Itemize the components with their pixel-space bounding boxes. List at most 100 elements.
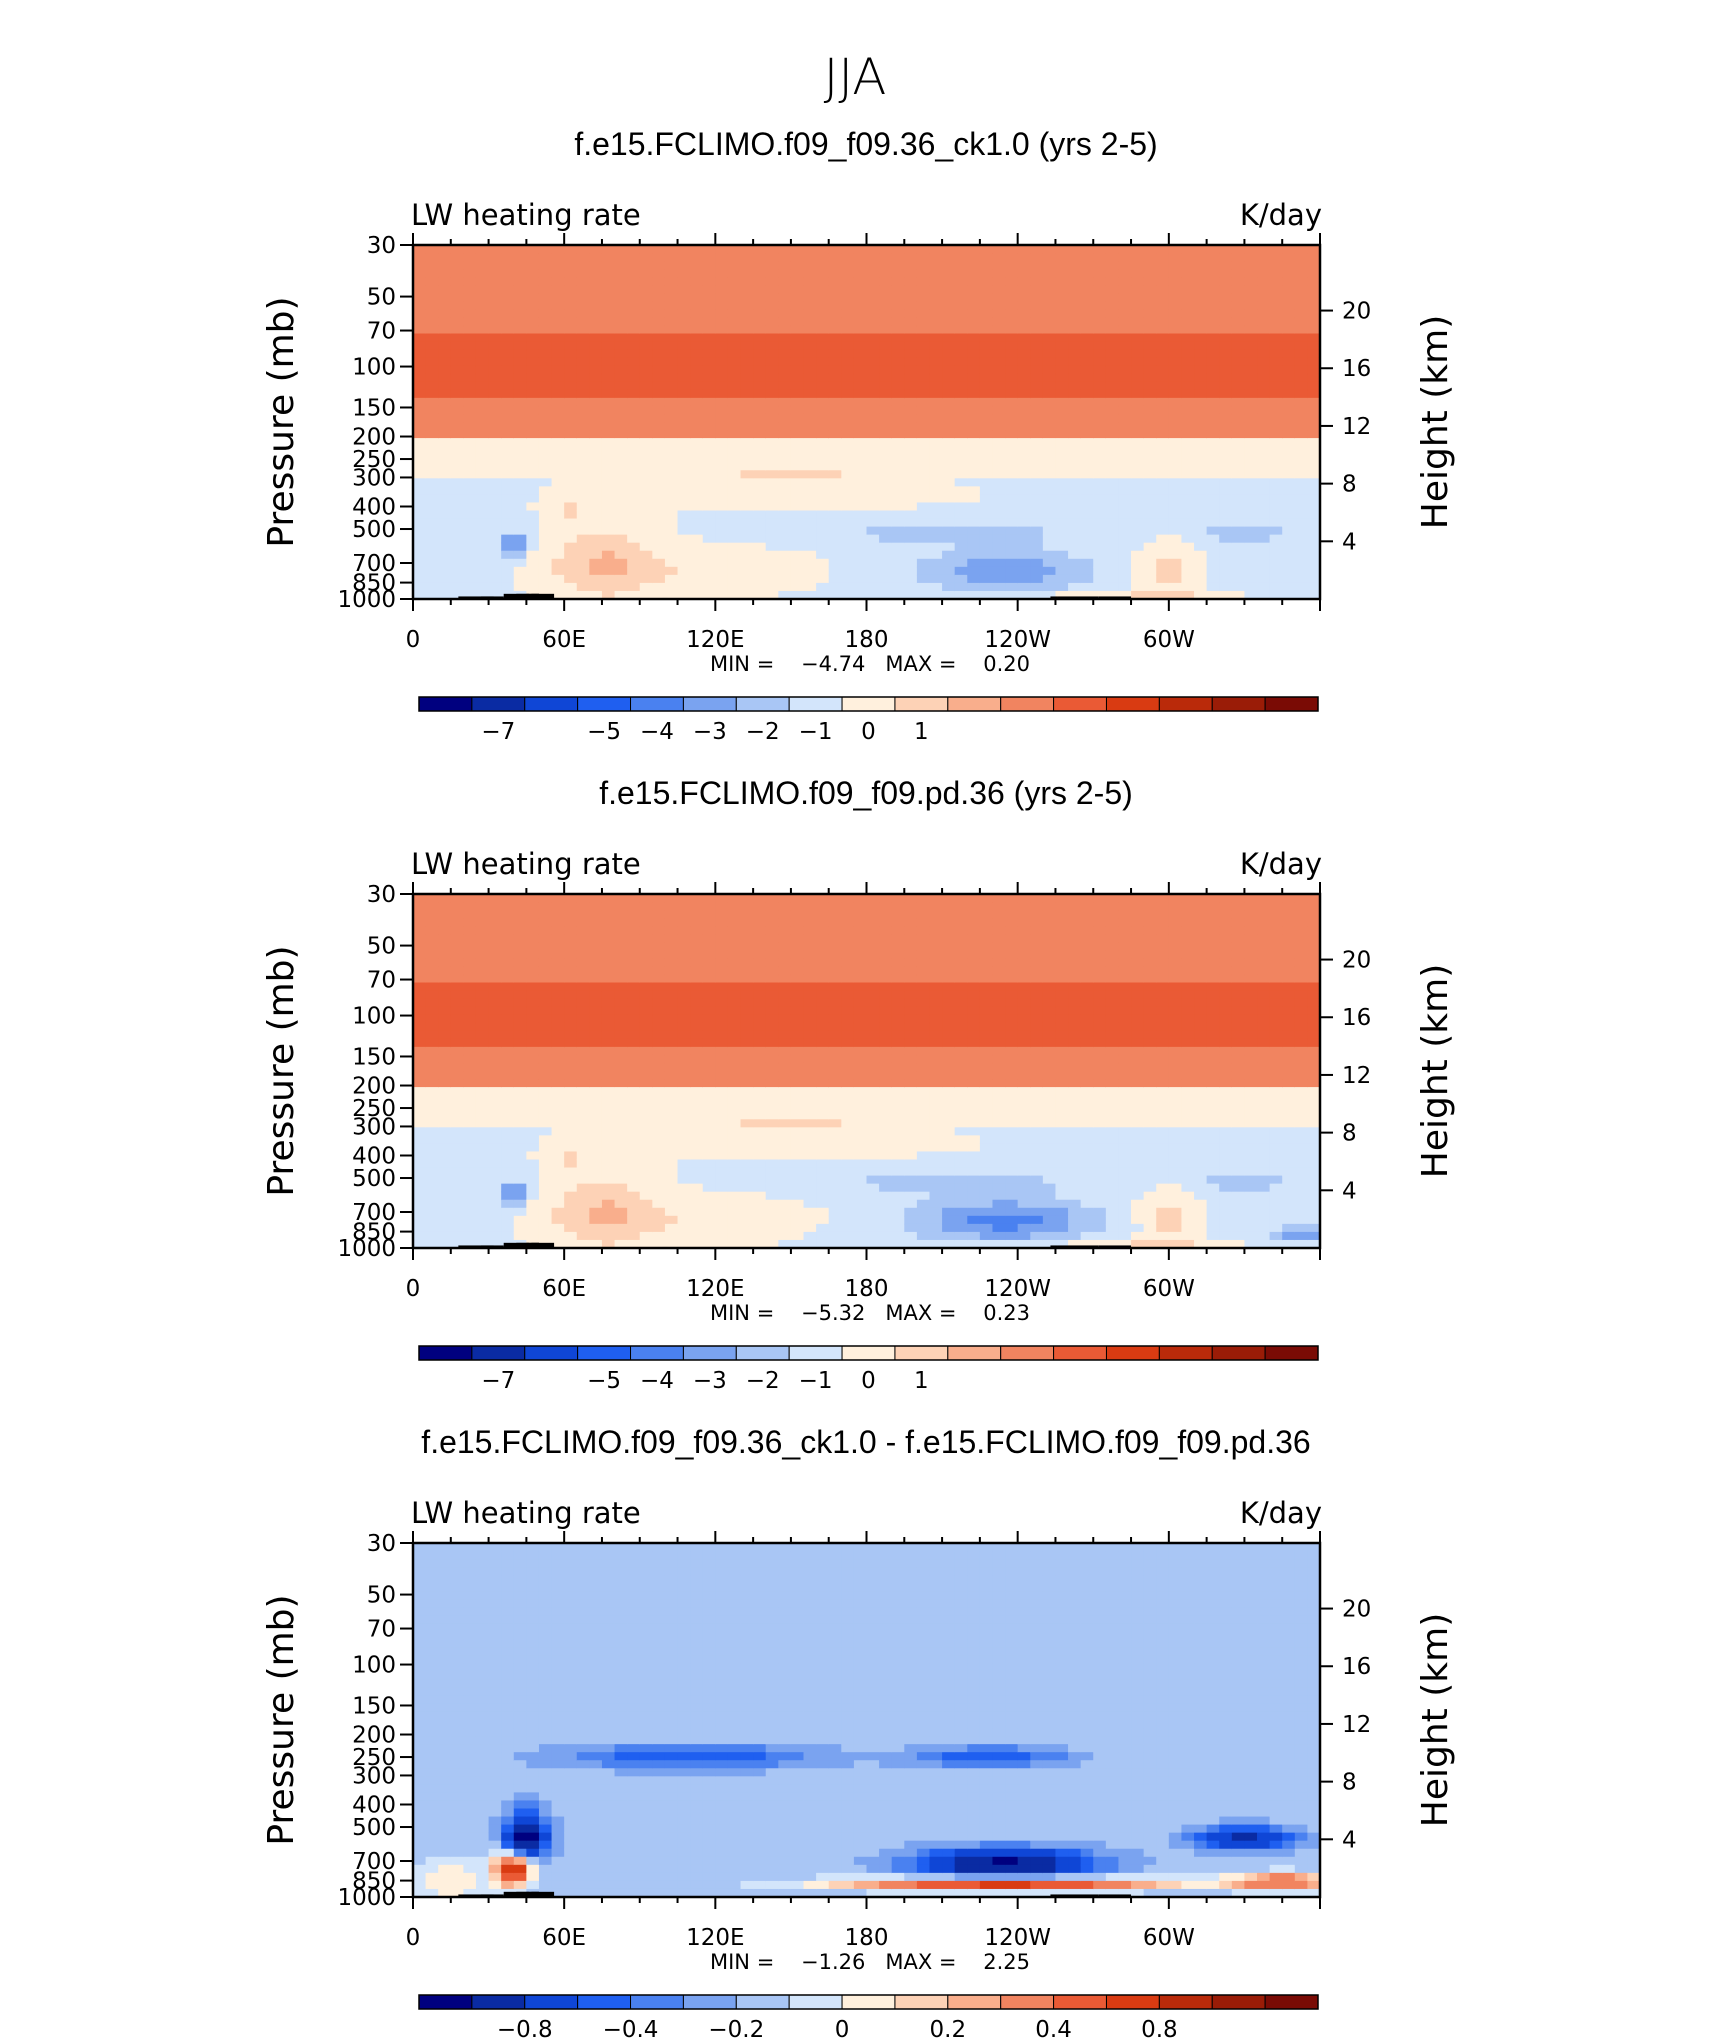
field-cell (929, 462, 943, 471)
field-cell (765, 1175, 779, 1185)
field-cell (1005, 558, 1019, 568)
field-cell (488, 1175, 502, 1185)
field-cell (627, 301, 641, 310)
field-cell (1231, 317, 1246, 327)
field-cell (1219, 269, 1233, 278)
field-cell (1307, 349, 1321, 359)
field-cell (866, 574, 880, 584)
field-cell (803, 534, 817, 544)
field-cell (1156, 333, 1170, 343)
field-cell (1017, 365, 1031, 375)
field-cell (954, 550, 968, 560)
field-cell (1257, 534, 1271, 544)
field-cell (753, 558, 767, 568)
field-cell (1206, 381, 1220, 391)
field-cell (904, 574, 918, 584)
field-cell (664, 261, 679, 270)
field-cell (866, 998, 880, 1008)
field-cell (425, 558, 439, 568)
field-cell (576, 582, 590, 592)
field-cell (866, 1062, 880, 1072)
field-cell (488, 301, 502, 310)
field-cell (1093, 534, 1107, 544)
field-cell (841, 1175, 855, 1185)
field-cell (828, 486, 842, 496)
field-cell (727, 926, 742, 935)
field-cell (816, 1199, 830, 1209)
field-cell (1080, 397, 1094, 407)
field-cell (1030, 373, 1044, 383)
field-cell (1307, 301, 1321, 310)
field-cell (1294, 333, 1309, 343)
field-cell (803, 1239, 817, 1249)
field-cell (967, 470, 981, 479)
field-cell (702, 502, 716, 512)
field-cell (614, 1215, 628, 1225)
field-cell (727, 1030, 742, 1040)
field-cell (803, 478, 817, 487)
field-cell (753, 325, 767, 335)
field-cell (1168, 518, 1183, 528)
field-cell (967, 534, 981, 544)
field-cell (790, 478, 805, 487)
field-cell (1269, 486, 1283, 496)
field-cell (992, 269, 1006, 278)
field-cell (1194, 333, 1208, 343)
field-cell (765, 1127, 779, 1136)
field-cell (916, 357, 931, 367)
field-cell (954, 413, 968, 423)
field-cell (664, 998, 679, 1008)
field-cell (475, 1079, 490, 1088)
field-cell (1156, 534, 1170, 544)
field-cell (538, 253, 553, 262)
field-cell (1269, 422, 1283, 431)
field-cell (425, 462, 439, 471)
field-cell (488, 309, 502, 319)
field-cell (715, 446, 729, 455)
field-cell (551, 277, 565, 286)
field-cell (1055, 293, 1069, 302)
field-cell (879, 1119, 893, 1128)
field-cell (979, 430, 994, 439)
field-cell (538, 894, 553, 903)
field-cell (551, 454, 565, 463)
field-cell (526, 1167, 540, 1177)
field-cell (652, 1119, 666, 1128)
field-cell (702, 1167, 716, 1177)
field-cell (727, 413, 742, 423)
field-cell (614, 1199, 628, 1209)
field-cell (1068, 245, 1082, 254)
field-cell (614, 558, 628, 568)
field-cell (715, 1191, 729, 1201)
field-cell (853, 1111, 868, 1120)
field-cell (853, 269, 868, 278)
field-cell (1093, 301, 1107, 310)
field-cell (1156, 317, 1170, 327)
field-cell (664, 534, 679, 544)
field-cell (690, 1006, 704, 1016)
field-cell (513, 1151, 527, 1161)
field-cell (702, 245, 716, 254)
field-cell (778, 510, 792, 520)
field-cell (627, 1151, 641, 1161)
field-cell (866, 1127, 880, 1136)
field-cell (652, 934, 666, 943)
field-cell (954, 293, 968, 302)
field-cell (992, 261, 1006, 270)
field-cell (1294, 478, 1309, 487)
field-cell (627, 430, 641, 439)
field-cell (526, 902, 540, 911)
field-cell (715, 422, 729, 431)
field-cell (501, 1046, 515, 1056)
field-cell (501, 934, 515, 943)
field-cell (413, 317, 427, 327)
field-cell (463, 1022, 477, 1032)
field-cell (841, 1046, 855, 1056)
field-cell (488, 966, 502, 976)
field-cell (463, 245, 477, 254)
field-cell (1269, 462, 1283, 471)
field-cell (1005, 365, 1019, 375)
field-cell (740, 526, 754, 536)
field-cell (1231, 277, 1246, 286)
field-cell (589, 1143, 603, 1153)
